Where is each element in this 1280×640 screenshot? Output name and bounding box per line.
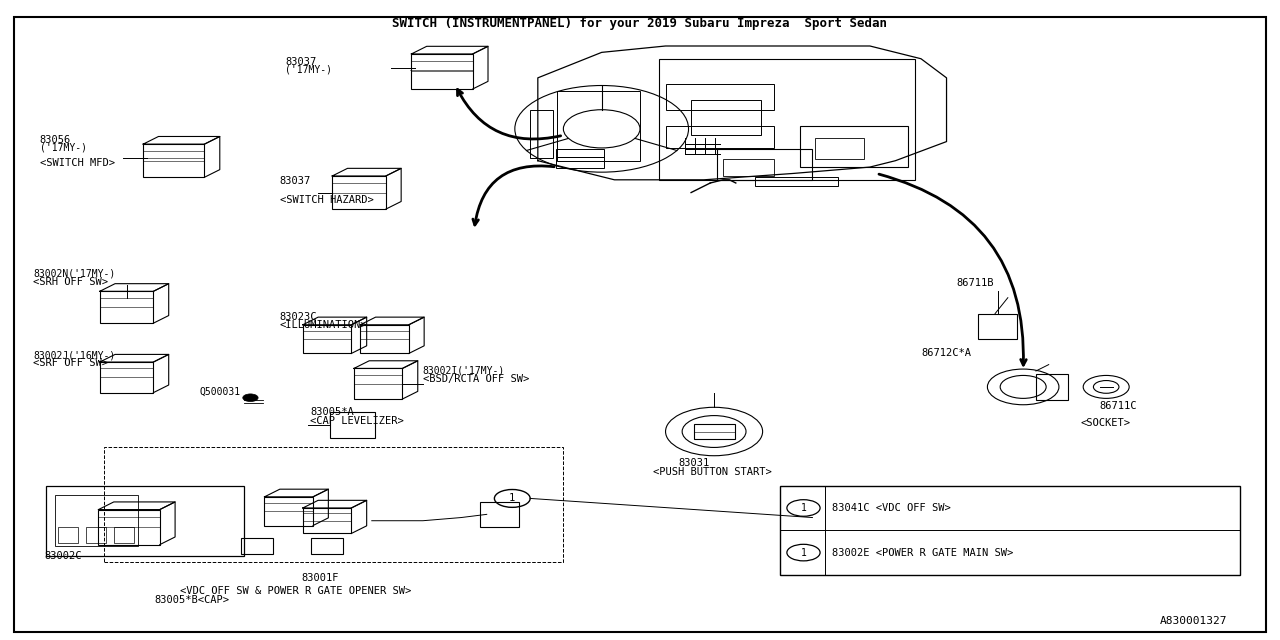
Text: 83005*A: 83005*A <box>311 408 355 417</box>
Bar <box>265 497 314 525</box>
Bar <box>723 159 774 176</box>
Bar <box>241 538 273 554</box>
Text: 83056: 83056 <box>40 134 70 145</box>
Bar <box>86 527 106 543</box>
Text: Q500031: Q500031 <box>200 387 241 396</box>
Text: 86711C: 86711C <box>1100 401 1138 411</box>
Bar <box>557 91 640 161</box>
Text: A830001327: A830001327 <box>1160 616 1228 626</box>
Bar <box>303 508 351 534</box>
Text: 83041C <VDC OFF SW>: 83041C <VDC OFF SW> <box>832 503 950 513</box>
Bar <box>353 369 402 399</box>
Bar <box>691 100 762 135</box>
Bar <box>46 486 244 556</box>
Text: 83023C: 83023C <box>280 312 317 322</box>
Bar <box>104 447 563 562</box>
Bar <box>659 59 915 180</box>
Bar <box>781 486 1240 575</box>
Text: 83037: 83037 <box>280 176 311 186</box>
Text: <SOCKET>: <SOCKET> <box>1080 418 1130 428</box>
Bar <box>303 324 351 353</box>
Bar <box>100 362 154 393</box>
Bar <box>58 527 78 543</box>
Bar <box>978 314 1016 339</box>
Text: <PUSH BUTTON START>: <PUSH BUTTON START> <box>653 467 772 477</box>
Text: 83002C: 83002C <box>45 551 82 561</box>
Bar <box>100 291 154 323</box>
Bar <box>556 149 604 157</box>
Text: 83002I('17MY-): 83002I('17MY-) <box>422 366 506 376</box>
Bar <box>360 324 408 353</box>
Bar <box>311 538 343 554</box>
Bar <box>480 502 518 527</box>
Text: <CAP LEVELIZER>: <CAP LEVELIZER> <box>311 416 404 426</box>
Text: <SWITCH MFD>: <SWITCH MFD> <box>40 157 115 168</box>
Text: 1: 1 <box>800 548 806 557</box>
Circle shape <box>243 394 259 401</box>
Text: 83005*B<CAP>: 83005*B<CAP> <box>155 595 229 605</box>
Text: 83002J('16MY-): 83002J('16MY-) <box>33 350 115 360</box>
Bar <box>55 495 138 546</box>
Bar <box>330 412 375 438</box>
Text: <ILLUMINATION>: <ILLUMINATION> <box>280 320 367 330</box>
Text: 83037: 83037 <box>285 57 316 67</box>
Bar <box>666 125 774 148</box>
Bar <box>411 54 472 89</box>
Bar <box>143 144 205 177</box>
Text: <VDC OFF SW & POWER R GATE OPENER SW>: <VDC OFF SW & POWER R GATE OPENER SW> <box>180 586 411 596</box>
Text: 1: 1 <box>800 503 806 513</box>
Bar <box>755 177 838 186</box>
Bar <box>666 84 774 109</box>
Bar <box>694 424 735 439</box>
Bar <box>717 149 813 180</box>
Text: <SRH OFF SW>: <SRH OFF SW> <box>33 276 109 287</box>
Text: 86711B: 86711B <box>956 278 995 288</box>
Text: <BSD/RCTA OFF SW>: <BSD/RCTA OFF SW> <box>422 374 529 384</box>
Text: 86712C*A: 86712C*A <box>922 348 972 358</box>
Text: SWITCH (INSTRUMENTPANEL) for your 2019 Subaru Impreza  Sport Sedan: SWITCH (INSTRUMENTPANEL) for your 2019 S… <box>393 17 887 30</box>
Text: 1: 1 <box>509 493 516 504</box>
Bar <box>114 527 134 543</box>
Bar <box>99 509 160 545</box>
Bar <box>1036 374 1068 399</box>
Bar <box>530 109 553 157</box>
Text: <SRF OFF SW>: <SRF OFF SW> <box>33 358 109 369</box>
Text: <SWITCH HAZARD>: <SWITCH HAZARD> <box>280 195 374 205</box>
Bar <box>800 125 909 167</box>
Text: 83001F: 83001F <box>302 573 339 583</box>
Text: 83002E <POWER R GATE MAIN SW>: 83002E <POWER R GATE MAIN SW> <box>832 548 1012 557</box>
Text: ('17MY-): ('17MY-) <box>285 65 332 75</box>
Text: 83031: 83031 <box>678 458 709 468</box>
Bar <box>333 176 385 209</box>
Text: ('17MY-): ('17MY-) <box>40 143 87 153</box>
Text: 83002N('17MY-): 83002N('17MY-) <box>33 269 115 278</box>
Bar <box>556 157 604 168</box>
Bar <box>815 138 864 159</box>
